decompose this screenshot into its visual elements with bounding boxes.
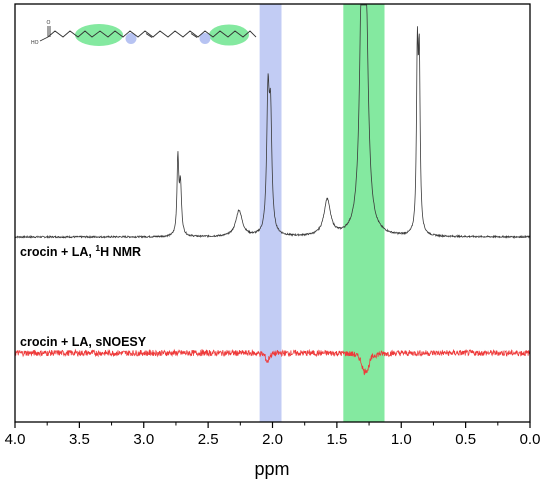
carbon-chain [47,30,257,38]
x-axis-ticks: 4.0 3.5 3.0 2.5 2.0 1.5 1.0 0.5 0.0 [5,422,541,448]
x-tick-label: 1.0 [391,431,412,448]
green-highlight-left [75,24,123,46]
x-tick-label: 0.0 [520,431,541,448]
x-tick-label: 2.0 [262,431,283,448]
x-tick-label: 3.5 [69,431,90,448]
x-tick-label: 2.5 [198,431,219,448]
superscript-1: 1 [95,243,100,253]
highlight-bands [259,4,385,422]
x-axis-title: ppm [254,459,289,479]
highlight-band-1 [259,4,282,422]
x-tick-label: 1.5 [326,431,347,448]
trace-label-snoesy: crocin + LA, sNOESY [20,335,147,349]
hydroxyl-label: HO [31,40,39,46]
molecule-inset: O HO [31,20,257,46]
oxygen-label: O [47,20,51,26]
blue-highlight-right [199,33,211,44]
x-tick-label: 3.0 [133,431,154,448]
spectra-traces [14,4,531,376]
hydroxyl-bond [39,36,49,42]
double-bond-2 [190,33,198,38]
double-bond-1 [145,33,153,38]
blue-highlight-left [125,33,137,44]
spectrum-line-snoesy [14,348,531,376]
x-tick-label: 0.5 [455,431,476,448]
green-highlight-right [209,24,249,46]
x-tick-label: 4.0 [5,431,26,448]
highlight-band-2 [343,4,385,422]
trace-label-1h-nmr: crocin + LA, 1H NMR [20,243,141,259]
spectrum-line-1h-nmr [14,4,531,240]
